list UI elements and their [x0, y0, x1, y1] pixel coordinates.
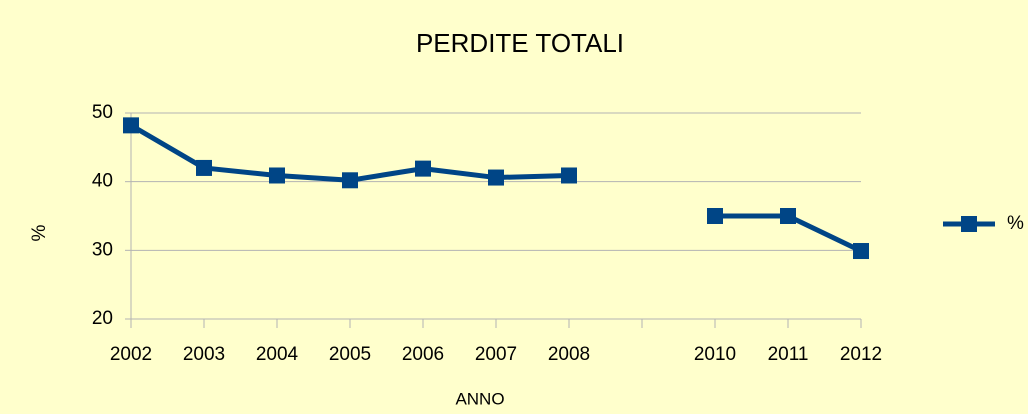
x-tick-label: 2008: [548, 344, 590, 365]
chart-title: PERDITE TOTALI: [416, 28, 624, 58]
marker: [707, 208, 723, 224]
y-tick-label: 30: [92, 239, 113, 260]
marker: [196, 159, 212, 176]
x-axis-label: ANNO: [455, 389, 504, 408]
marker: [123, 117, 139, 134]
x-tick-label: 2012: [840, 344, 882, 365]
x-tick-label: 2004: [256, 344, 299, 365]
legend-label: %: [1007, 213, 1024, 234]
marker: [561, 167, 577, 184]
marker: [342, 172, 358, 189]
y-tick-label: 40: [92, 171, 113, 192]
x-tick-label: 2011: [768, 344, 809, 365]
x-tick-label: 2005: [329, 344, 371, 365]
x-tick-label: 2006: [402, 344, 444, 365]
marker: [415, 160, 431, 177]
y-axis-label: %: [29, 224, 50, 241]
marker: [780, 208, 796, 224]
x-tick-label: 2010: [694, 344, 736, 365]
marker: [853, 243, 869, 260]
marker: [269, 167, 285, 184]
y-tick-label: 50: [92, 102, 113, 123]
x-tick-label: 2007: [475, 344, 517, 365]
legend-marker: [961, 216, 977, 232]
x-tick-label: 2002: [110, 344, 152, 365]
y-tick-label: 20: [92, 308, 113, 329]
marker: [488, 169, 504, 186]
x-tick-label: 2003: [183, 344, 225, 365]
